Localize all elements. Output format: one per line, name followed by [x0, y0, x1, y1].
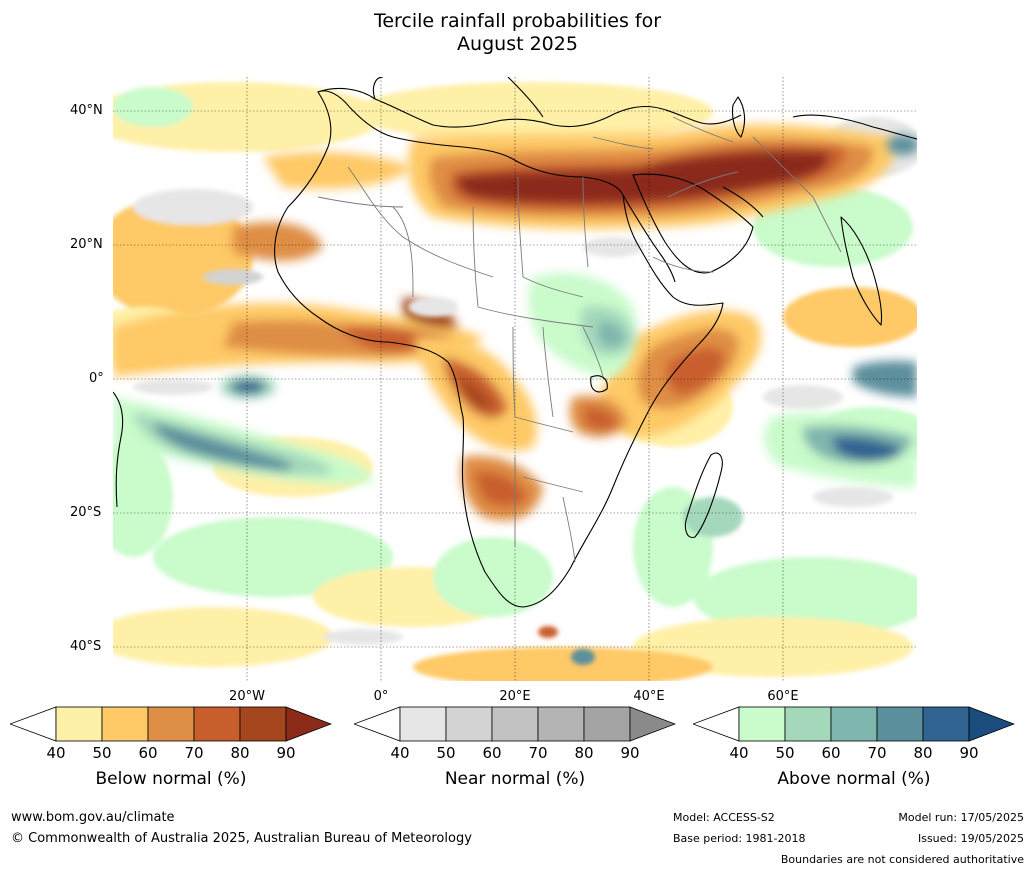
colorbar-near-normal-min-extend [352, 706, 401, 742]
colorbar-below-normal-max-extend [285, 706, 333, 742]
below-normal-west-africa [113, 151, 483, 377]
cbar-tick: 60 [138, 744, 158, 762]
colorbar-segment [491, 706, 539, 742]
colorbar-segment [537, 706, 585, 742]
colorbar-below-normal-min-extend [8, 706, 57, 742]
cbar-tick: 50 [775, 744, 795, 762]
cbar-tick: 90 [276, 744, 296, 762]
colorbar-below-normal-label: Below normal (%) [95, 769, 247, 789]
colorbar-near-normal-max-extend [629, 706, 677, 742]
cbar-tick: 60 [482, 744, 502, 762]
above-normal-south [538, 497, 743, 665]
cbar-tick: 70 [528, 744, 548, 762]
lat-label-equator: 0° [89, 371, 104, 386]
map-title-line2: August 2025 [457, 33, 578, 55]
lon-label-20e: 20°E [499, 689, 531, 704]
colorbar-segment [399, 706, 447, 742]
cbar-tick: 90 [620, 744, 640, 762]
colorbar-above-normal-label: Above normal (%) [777, 769, 931, 789]
map-title-line1: Tercile rainfall probabilities for [373, 10, 662, 32]
cbar-tick: 70 [184, 744, 204, 762]
lon-label-40e: 40°E [633, 689, 665, 704]
colorbar-above-normal-min-extend [691, 706, 740, 742]
near-normal-patches [133, 237, 893, 645]
colorbar-segment [738, 706, 786, 742]
cbar-tick: 40 [390, 744, 410, 762]
colorbar-near-normal-svg [352, 706, 677, 742]
footer-website[interactable]: www.bom.gov.au/climate [11, 810, 175, 825]
cbar-tick: 40 [46, 744, 66, 762]
cbar-tick: 50 [92, 744, 112, 762]
colorbar-below-normal-svg [8, 706, 333, 742]
colorbar-segment [239, 706, 287, 742]
above-normal-atlantic [113, 375, 373, 484]
cbar-tick: 80 [913, 744, 933, 762]
lon-label-0: 0° [373, 689, 389, 704]
colorbar-above-normal [691, 706, 1016, 746]
footer-model: Model: ACCESS-S2 [673, 811, 775, 824]
footer-copyright: © Commonwealth of Australia 2025, Austra… [11, 831, 472, 846]
country-borders [317, 116, 842, 563]
colorbar-segment [101, 706, 149, 742]
cbar-tick: 80 [574, 744, 594, 762]
colorbar-segment [55, 706, 103, 742]
colorbar-segment [784, 706, 832, 742]
lon-label-20w: 20°W [229, 689, 265, 704]
colorbar-near-normal [352, 706, 677, 746]
below-normal-central-africa [413, 336, 543, 521]
forecast-map-svg [113, 77, 917, 681]
cbar-tick: 60 [821, 744, 841, 762]
lat-label-40n: 40°N [70, 103, 103, 118]
lon-label-60e: 60°E [767, 689, 799, 704]
colorbar-segment [147, 706, 195, 742]
footer-issued: Issued: 19/05/2025 [917, 832, 1024, 845]
lat-label-40s: 40°S [70, 639, 102, 654]
cbar-tick: 70 [867, 744, 887, 762]
colorbar-segment [583, 706, 631, 742]
colorbar-below-normal [8, 706, 333, 746]
cbar-tick: 40 [729, 744, 749, 762]
coastlines [113, 77, 917, 608]
colorbar-segment [193, 706, 241, 742]
cbar-tick: 50 [436, 744, 456, 762]
lat-label-20s: 20°S [70, 505, 102, 520]
colorbar-above-normal-svg [691, 706, 1016, 742]
cbar-tick: 90 [959, 744, 979, 762]
graticule [113, 77, 917, 681]
lat-label-20n: 20°N [70, 237, 103, 252]
colorbar-segment [445, 706, 493, 742]
colorbar-segment [876, 706, 924, 742]
cbar-tick: 80 [230, 744, 250, 762]
colorbar-above-normal-max-extend [968, 706, 1016, 742]
footer-base-period: Base period: 1981-2018 [673, 832, 806, 845]
colorbar-segment [830, 706, 878, 742]
above-normal-ethiopia [528, 273, 637, 377]
below-normal-sahara [408, 124, 895, 229]
footer-disclaimer: Boundaries are not considered authoritat… [780, 853, 1024, 866]
colorbar-segment [922, 706, 970, 742]
footer-model-run: Model run: 17/05/2025 [898, 811, 1024, 824]
below-normal-east-africa [569, 309, 762, 438]
colorbar-near-normal-label: Near normal (%) [444, 769, 586, 789]
above-normal-indian-ocean [764, 135, 917, 487]
map-title: Tercile rainfall probabilities for Augus… [0, 10, 1035, 56]
forecast-map [113, 77, 917, 681]
